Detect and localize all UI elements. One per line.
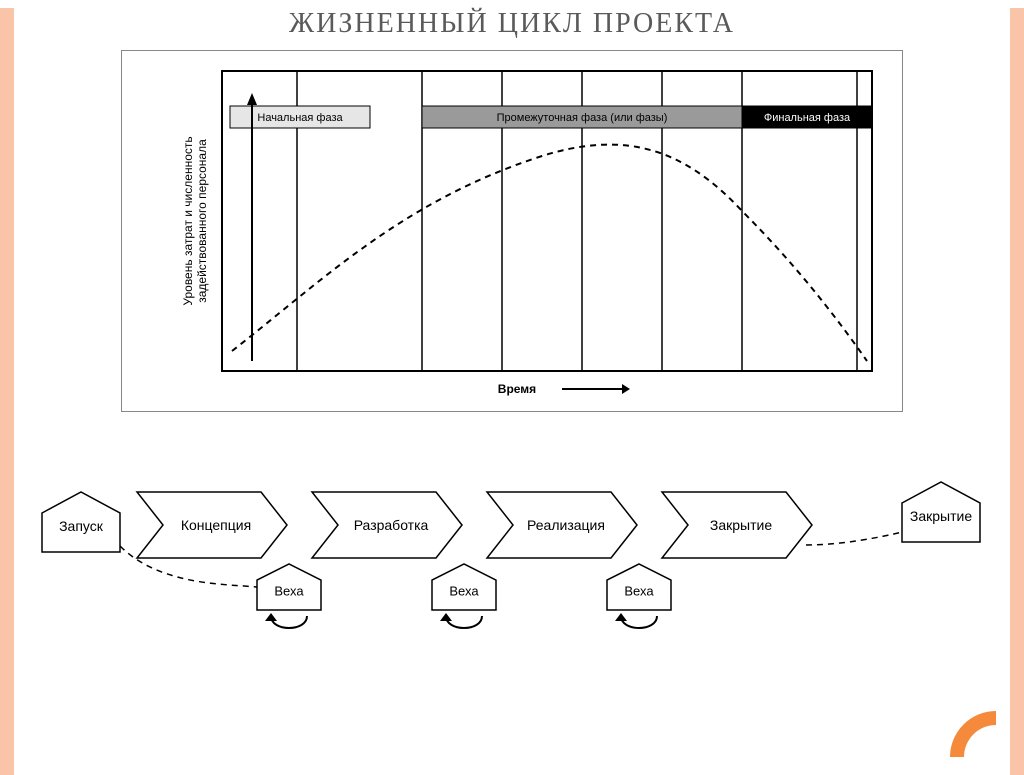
svg-text:Веха: Веха <box>624 583 654 598</box>
svg-text:Промежуточная фаза (или фазы): Промежуточная фаза (или фазы) <box>497 112 668 124</box>
svg-text:Закрытие: Закрытие <box>910 508 972 524</box>
svg-text:Начальная фаза: Начальная фаза <box>257 112 343 124</box>
stage-flow: Запуск Закрытие Концепция Разработка Реализа… <box>0 442 1024 647</box>
svg-text:задействованного персонала: задействованного персонала <box>195 139 209 303</box>
stage-flow-svg: Запуск Закрытие Концепция Разработка Реализа… <box>32 442 992 642</box>
svg-text:Запуск: Запуск <box>59 518 104 534</box>
svg-text:Разработка: Разработка <box>354 517 429 533</box>
svg-text:Концепция: Концепция <box>181 517 251 533</box>
svg-text:Реализация: Реализация <box>527 517 605 533</box>
corner-decoration-icon <box>950 711 996 757</box>
frame-right <box>1010 8 1024 775</box>
page-title: ЖИЗНЕННЫЙ ЦИКЛ ПРОЕКТА <box>0 8 1024 40</box>
svg-text:Время: Время <box>498 382 536 396</box>
frame-left <box>0 8 14 775</box>
svg-text:Закрытие: Закрытие <box>710 517 772 533</box>
svg-text:Финальная фаза: Финальная фаза <box>764 112 851 124</box>
svg-text:Уровень затрат и численность: Уровень затрат и численность <box>181 136 195 305</box>
lifecycle-chart-svg: Начальная фаза Промежуточная фаза (или фа… <box>122 51 902 411</box>
svg-text:Веха: Веха <box>274 583 304 598</box>
lifecycle-chart: Начальная фаза Промежуточная фаза (или фа… <box>121 50 903 412</box>
svg-text:Веха: Веха <box>449 583 479 598</box>
